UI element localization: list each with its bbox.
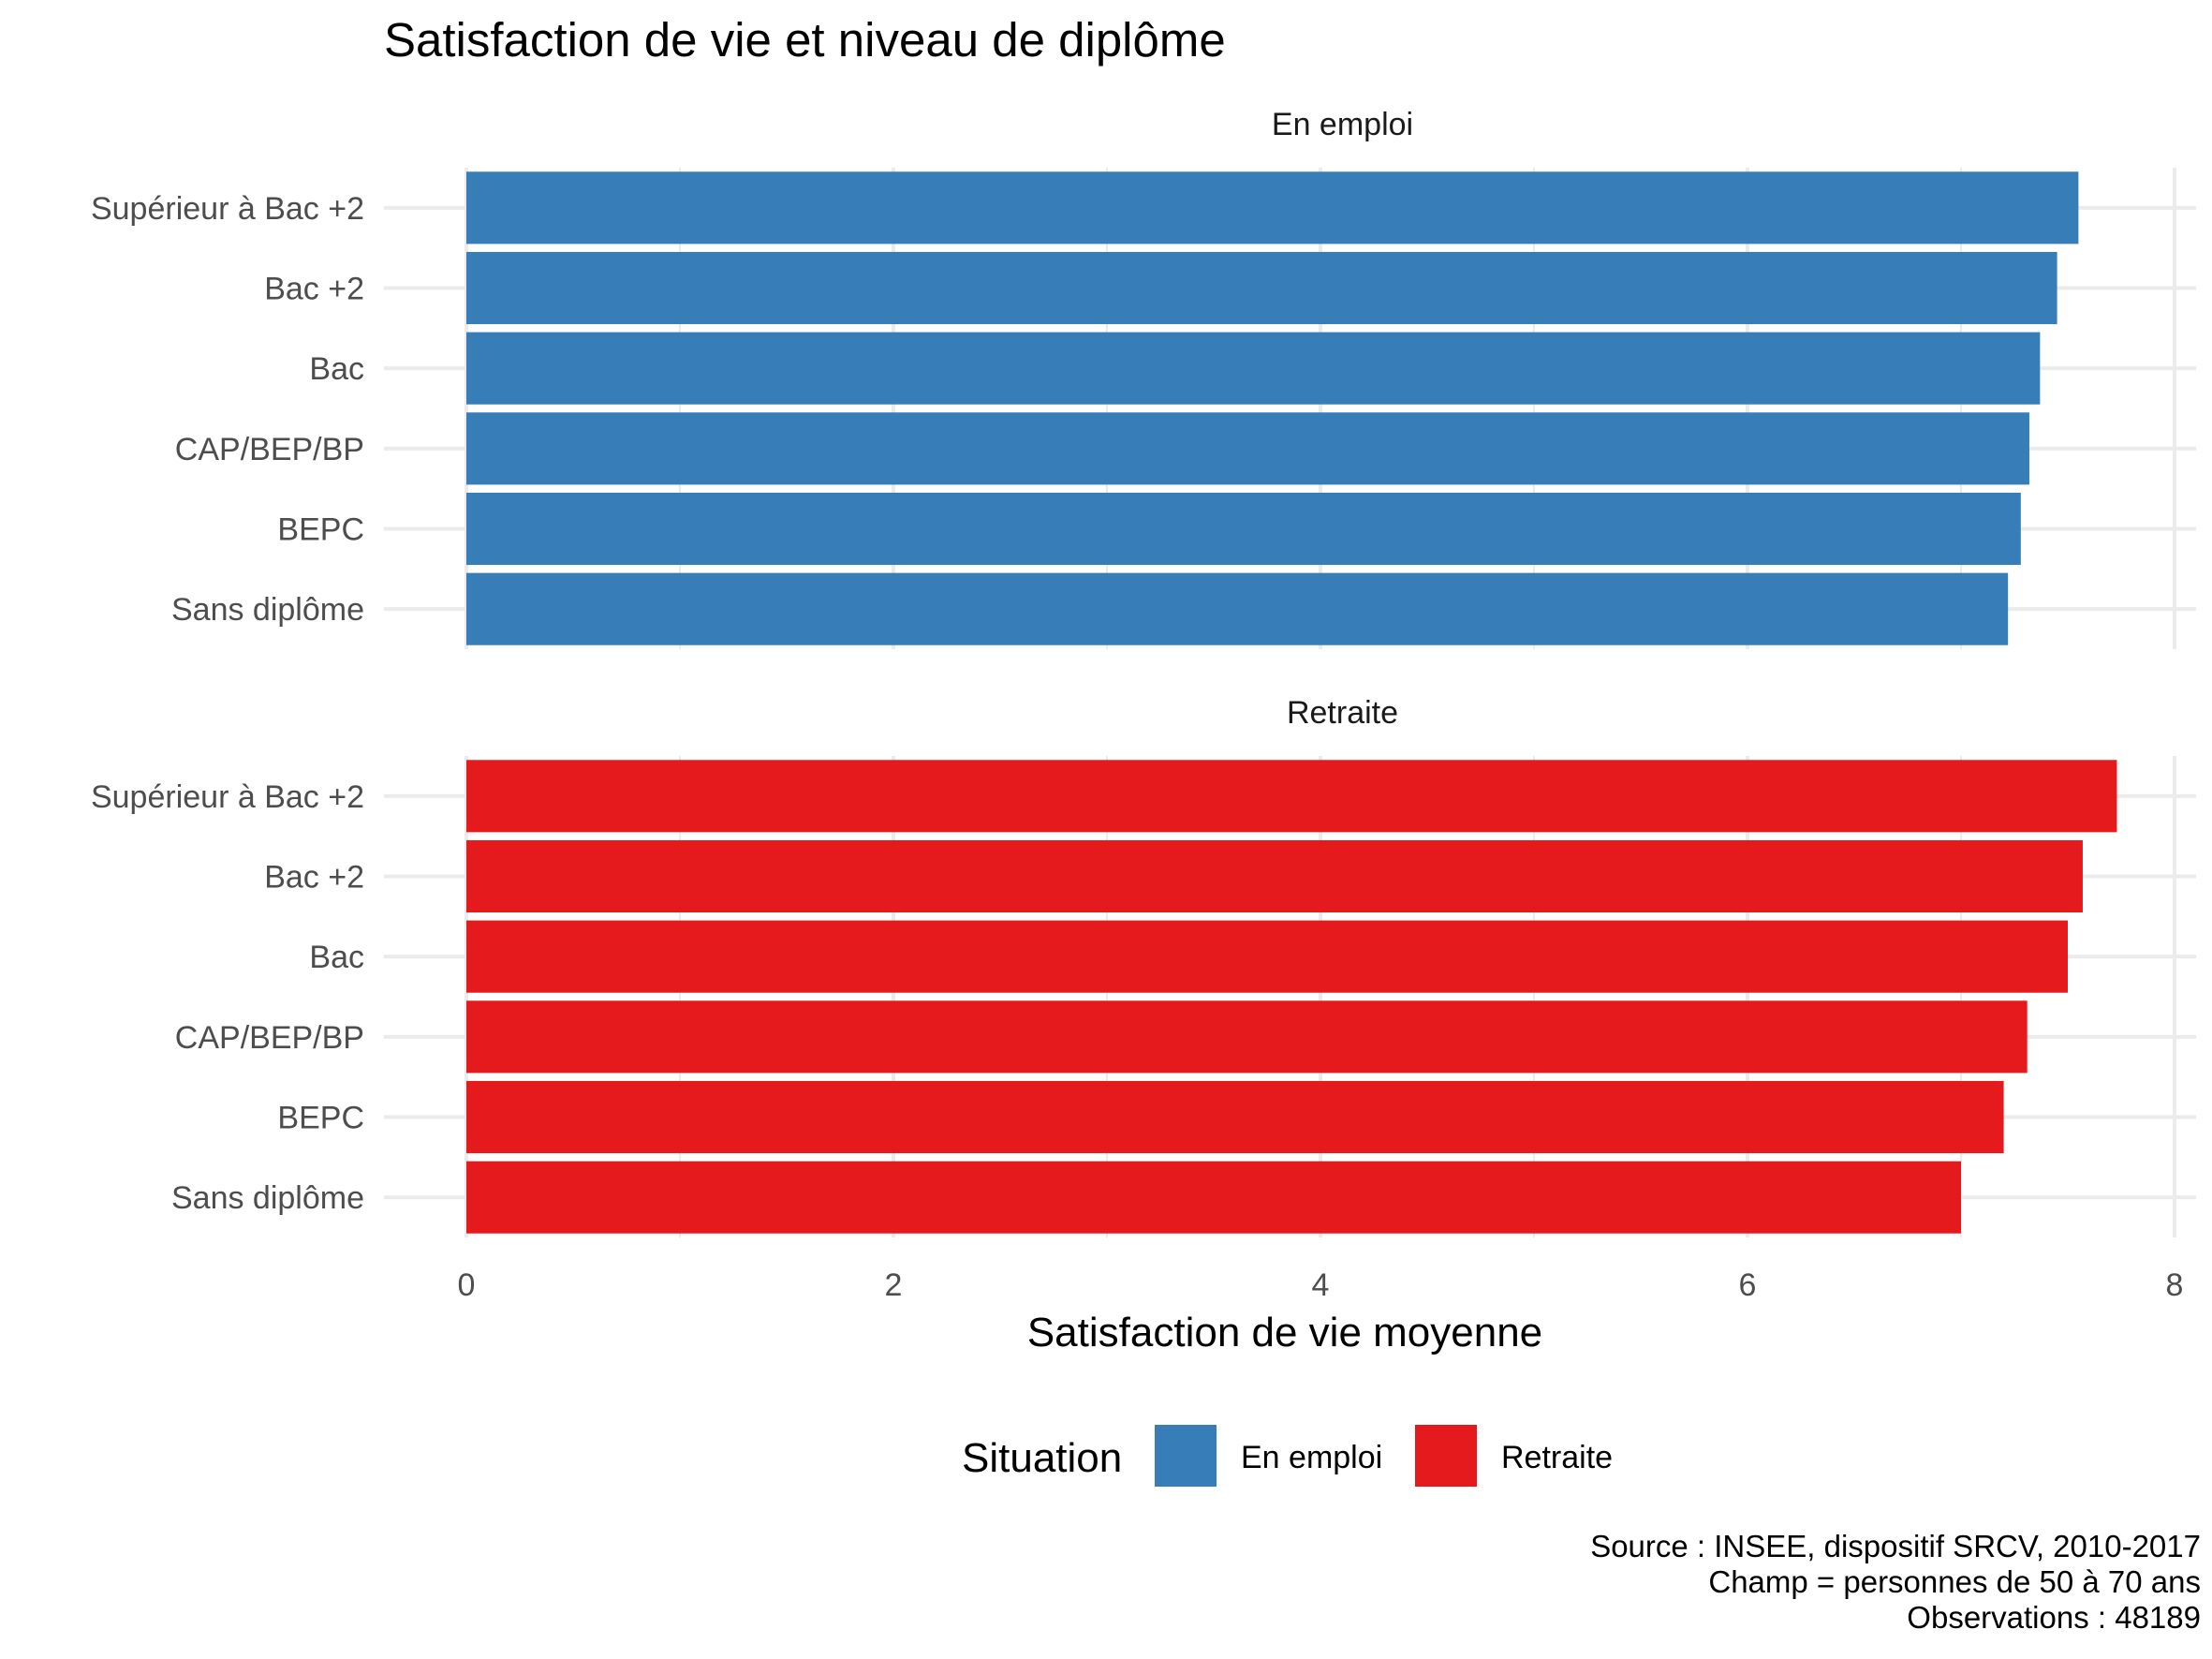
bar xyxy=(466,1080,2004,1154)
legend: Situation En emploi Retraite xyxy=(962,1425,1613,1487)
category-label: BEPC xyxy=(277,512,364,548)
panel-strip-label: En emploi xyxy=(1272,107,1413,142)
bar xyxy=(466,760,2117,833)
legend-swatch xyxy=(1415,1425,1477,1487)
chart-title: Satisfaction de vie et niveau de diplôme xyxy=(384,13,1226,67)
x-tick-label: 2 xyxy=(885,1267,903,1303)
bar xyxy=(466,492,2021,566)
bar xyxy=(466,1000,2028,1074)
category-label: BEPC xyxy=(277,1101,364,1136)
category-label: Bac xyxy=(309,940,364,975)
legend-label: En emploi xyxy=(1241,1440,1382,1475)
bar xyxy=(466,171,2079,244)
caption-line: Source : INSEE, dispositif SRCV, 2010-20… xyxy=(1590,1529,2201,1563)
caption-line: Champ = personnes de 50 à 70 ans xyxy=(1708,1564,2201,1599)
bar xyxy=(466,332,2041,405)
panel-retraite: Retraite Supérieur à Bac +2 Bac +2 Bac CAP/B… xyxy=(91,695,2196,1237)
category-label: Bac xyxy=(309,351,364,387)
category-label: Sans diplôme xyxy=(171,592,364,628)
x-tick-label: 0 xyxy=(458,1267,476,1303)
category-label: CAP/BEP/BP xyxy=(175,1020,364,1056)
category-label: CAP/BEP/BP xyxy=(175,432,364,467)
category-label: Sans diplôme xyxy=(171,1180,364,1216)
category-label: Supérieur à Bac +2 xyxy=(91,191,364,227)
bar xyxy=(466,920,2068,993)
bar xyxy=(466,412,2029,485)
x-tick-label: 4 xyxy=(1312,1267,1330,1303)
bar xyxy=(466,1161,1961,1234)
bar xyxy=(466,251,2057,325)
x-axis: 0 2 4 6 8 xyxy=(458,1267,2184,1303)
x-axis-label: Satisfaction de vie moyenne xyxy=(1027,1310,1542,1355)
caption-line: Observations : 48189 xyxy=(1907,1600,2201,1635)
caption: Source : INSEE, dispositif SRCV, 2010-20… xyxy=(1590,1529,2201,1635)
x-tick-label: 6 xyxy=(1739,1267,1757,1303)
panels: En emploi Supérieur à Bac +2 Bac +2 Bac CAP/… xyxy=(91,107,2196,1237)
legend-label: Retraite xyxy=(1501,1440,1613,1475)
panel-en-emploi: En emploi Supérieur à Bac +2 Bac +2 Bac CAP/… xyxy=(91,107,2196,649)
legend-title: Situation xyxy=(962,1435,1122,1481)
bar xyxy=(466,572,2009,645)
x-tick-label: 8 xyxy=(2166,1267,2184,1303)
category-label: Bac +2 xyxy=(264,272,364,307)
category-label: Supérieur à Bac +2 xyxy=(91,779,364,815)
category-label: Bac +2 xyxy=(264,860,364,896)
legend-swatch xyxy=(1155,1425,1217,1487)
panel-strip-label: Retraite xyxy=(1287,695,1398,731)
bar xyxy=(466,839,2083,913)
